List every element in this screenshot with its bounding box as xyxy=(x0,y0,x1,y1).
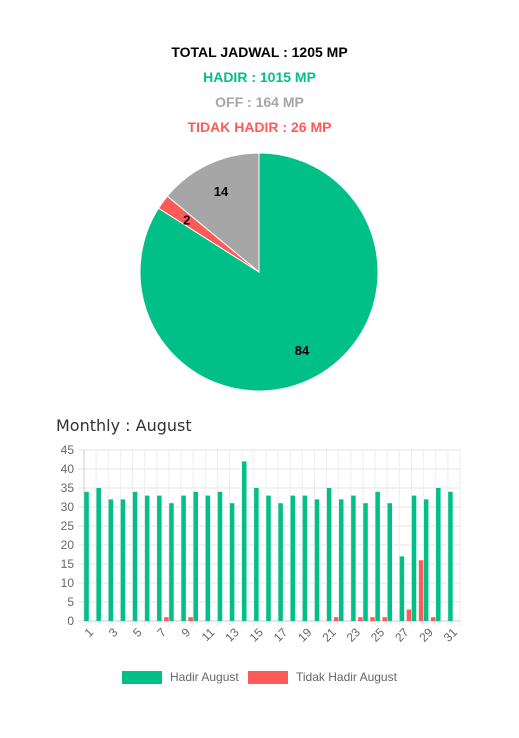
bar-hadir[interactable] xyxy=(351,495,356,621)
y-tick-label: 20 xyxy=(61,538,75,552)
bar-hadir[interactable] xyxy=(193,491,198,621)
x-tick-label: 27 xyxy=(392,625,412,645)
bar-hadir[interactable] xyxy=(436,488,441,621)
total-jadwal-label: TOTAL JADWAL : 1205 MP xyxy=(171,44,348,60)
bar-hadir[interactable] xyxy=(448,491,453,621)
bar-tidak-hadir[interactable] xyxy=(430,617,436,621)
legend-item-hadir[interactable]: Hadir August xyxy=(122,670,239,684)
x-tick-label: 1 xyxy=(82,625,97,640)
x-tick-label: 11 xyxy=(199,625,218,644)
off-label: OFF : 164 MP xyxy=(215,94,304,110)
bar-tidak-hadir[interactable] xyxy=(358,617,363,621)
x-tick-label: 5 xyxy=(130,625,145,640)
bar-hadir[interactable] xyxy=(302,495,308,621)
bar-hadir[interactable] xyxy=(169,503,174,621)
legend-swatch-tidak-hadir xyxy=(248,670,288,684)
bar-hadir[interactable] xyxy=(278,503,283,621)
x-tick-label: 3 xyxy=(106,625,121,640)
bar-hadir[interactable] xyxy=(363,503,368,621)
bar-tidak-hadir[interactable] xyxy=(164,617,169,621)
bar-hadir[interactable] xyxy=(181,495,186,621)
hadir-label: HADIR : 1015 MP xyxy=(203,69,316,85)
x-tick-label: 13 xyxy=(222,625,242,645)
x-tick-label: 17 xyxy=(271,625,291,645)
pie-slice-label-0: 84 xyxy=(295,343,310,358)
bar-hadir[interactable] xyxy=(399,556,405,621)
bar-chart-legend: Hadir August Tidak Hadir August xyxy=(0,670,519,688)
bar-hadir[interactable] xyxy=(411,495,417,621)
bar-hadir[interactable] xyxy=(84,491,89,621)
legend-label-hadir: Hadir August xyxy=(170,670,239,684)
bar-hadir[interactable] xyxy=(254,488,259,621)
bar-hadir[interactable] xyxy=(314,499,320,621)
bar-hadir[interactable] xyxy=(120,499,126,621)
bar-hadir[interactable] xyxy=(144,495,150,621)
x-tick-label: 31 xyxy=(441,625,461,645)
legend-item-tidak-hadir[interactable]: Tidak Hadir August xyxy=(248,670,397,684)
legend-label-tidak-hadir: Tidak Hadir August xyxy=(296,670,397,684)
x-tick-label: 15 xyxy=(247,625,267,645)
bar-hadir[interactable] xyxy=(375,491,380,621)
x-tick-label: 23 xyxy=(344,625,364,645)
y-tick-label: 40 xyxy=(61,462,75,476)
pie-slice-label-2: 14 xyxy=(214,184,229,199)
bar-tidak-hadir[interactable] xyxy=(382,617,387,621)
bar-hadir[interactable] xyxy=(229,503,235,621)
bar-hadir[interactable] xyxy=(96,488,101,621)
y-tick-label: 25 xyxy=(61,519,75,533)
y-tick-label: 5 xyxy=(67,595,74,609)
bar-hadir[interactable] xyxy=(423,499,429,621)
bar-tidak-hadir[interactable] xyxy=(406,609,412,621)
bar-hadir[interactable] xyxy=(132,491,138,621)
bar-hadir[interactable] xyxy=(205,495,211,621)
bar-hadir[interactable] xyxy=(241,461,247,621)
bar-tidak-hadir[interactable] xyxy=(333,617,339,621)
y-tick-label: 15 xyxy=(61,557,75,571)
y-tick-label: 35 xyxy=(61,481,75,495)
y-tick-label: 10 xyxy=(61,576,75,590)
y-tick-label: 45 xyxy=(61,443,75,457)
bar-hadir[interactable] xyxy=(290,495,296,621)
tidak-hadir-label: TIDAK HADIR : 26 MP xyxy=(187,119,332,135)
x-tick-label: 21 xyxy=(319,625,339,645)
bar-hadir[interactable] xyxy=(157,495,162,621)
legend-swatch-hadir xyxy=(122,670,162,684)
bar-hadir[interactable] xyxy=(339,499,344,621)
x-tick-label: 29 xyxy=(416,625,436,645)
attendance-pie-chart: 84 2 14 xyxy=(139,152,379,392)
bar-hadir[interactable] xyxy=(108,499,114,621)
bar-tidak-hadir[interactable] xyxy=(188,617,193,621)
bar-hadir[interactable] xyxy=(217,491,223,621)
y-tick-label: 30 xyxy=(61,500,75,514)
bar-tidak-hadir[interactable] xyxy=(370,617,375,621)
y-tick-label: 0 xyxy=(67,614,74,628)
x-tick-label: 19 xyxy=(295,625,315,645)
bar-hadir[interactable] xyxy=(266,495,271,621)
monthly-title: Monthly : August xyxy=(56,416,192,435)
bar-hadir[interactable] xyxy=(387,503,393,621)
x-tick-label: 25 xyxy=(368,625,388,645)
pie-slice-2[interactable] xyxy=(166,152,260,274)
bar-tidak-hadir[interactable] xyxy=(418,560,424,621)
x-tick-label: 9 xyxy=(179,625,194,640)
x-tick-label: 7 xyxy=(154,625,169,640)
bar-hadir[interactable] xyxy=(326,488,332,621)
pie-slice-label-1: 2 xyxy=(183,213,190,228)
